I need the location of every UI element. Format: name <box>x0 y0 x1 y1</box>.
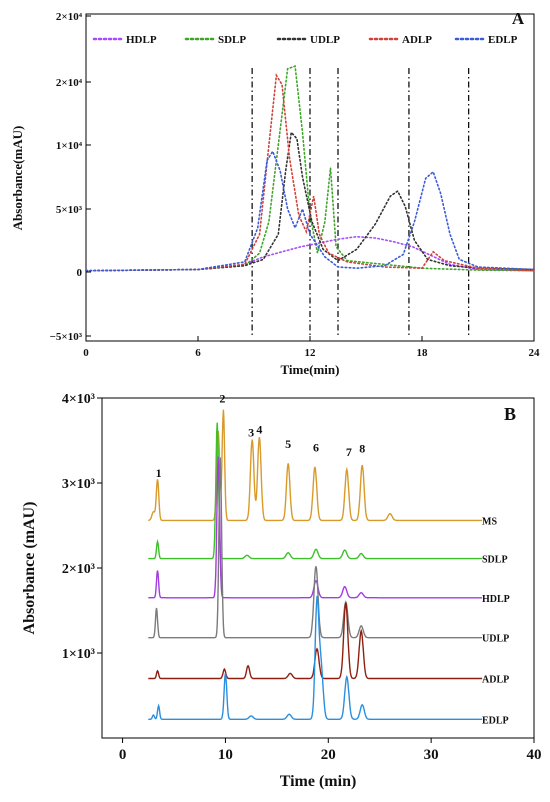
y-tick-label-a: 1×10⁴ <box>56 140 83 152</box>
y-tick-label-b: 2×10³ <box>62 562 95 577</box>
peak-label: 5 <box>285 437 291 451</box>
peak-label: 7 <box>346 445 352 459</box>
y-tick-label-a: 2×10⁴ <box>56 11 83 23</box>
series-label-edlp: EDLP <box>482 715 509 726</box>
series-line-b-sdlp <box>148 422 483 560</box>
x-tick-label-b: 40 <box>527 747 542 763</box>
series-group-a <box>85 65 535 272</box>
peak-label: 3 <box>248 425 254 439</box>
legend-label-sdlp: SDLP <box>218 34 246 46</box>
x-tick-label-a: 6 <box>195 347 201 359</box>
y-tick-label-b: 4×10³ <box>62 392 95 407</box>
panel-label-b: B <box>504 404 516 424</box>
divider-lines-a <box>251 68 470 336</box>
y-ticks-a: −5×10³ 0 5×10³ 1×10⁴ 2×10⁴ 2×10⁴ <box>50 11 91 343</box>
x-tick-label-b: 20 <box>321 747 336 763</box>
y-tick-label-a: 0 <box>77 267 83 279</box>
y-axis-label-b: Absorbance (mAU) <box>21 502 38 635</box>
series-line-a-edlp <box>85 149 535 272</box>
x-tick-label-b: 30 <box>424 747 439 763</box>
x-tick-label-a: 24 <box>529 347 541 359</box>
series-line-b-ms <box>148 409 483 522</box>
legend-label-hdlp: HDLP <box>126 34 157 46</box>
peak-label: 6 <box>313 441 319 455</box>
series-line-a-sdlp <box>85 65 535 272</box>
x-ticks-a: 0 6 12 18 24 <box>83 336 540 359</box>
legend-label-adlp: ADLP <box>402 34 432 46</box>
series-line-b-udlp <box>148 457 483 639</box>
peak-label: 1 <box>156 466 162 480</box>
chart-panel-a: HDLP SDLP UDLP ADLP EDLP 0 6 12 18 24 −5×10³05×1… <box>10 9 540 377</box>
series-label-hdlp: HDLP <box>482 594 510 605</box>
y-tick-label-a: 5×10³ <box>56 204 83 216</box>
series-labels-b: MS SDLP HDLP UDLP ADLP EDLP <box>482 516 510 726</box>
legend-a: HDLP SDLP UDLP ADLP EDLP <box>92 34 518 46</box>
series-line-a-hdlp <box>85 235 535 272</box>
peak-label: 2 <box>219 391 225 405</box>
x-ticks-b: 0 10 20 30 40 <box>119 738 542 763</box>
y-tick-label-a: 2×10⁴ <box>56 77 83 89</box>
series-line-b-edlp <box>148 595 483 721</box>
y-ticks-b: 1×10³ 2×10³ 3×10³ 4×10³ <box>62 392 102 662</box>
x-tick-label-a: 12 <box>305 347 317 359</box>
x-tick-label-b: 0 <box>119 747 127 763</box>
y-axis-label-a: Absorbance(mAU) <box>10 126 25 231</box>
series-label-adlp: ADLP <box>482 675 509 686</box>
y-tick-label-b: 1×10³ <box>62 647 95 662</box>
x-axis-label-a: Time(min) <box>281 362 340 377</box>
series-group-b <box>148 409 483 721</box>
x-axis-label-b: Time (min) <box>280 773 357 790</box>
series-label-sdlp: SDLP <box>482 555 508 566</box>
y-tick-label-a: −5×10³ <box>50 331 83 343</box>
series-line-a-adlp <box>85 72 535 272</box>
panel-label-a: A <box>512 9 525 28</box>
series-line-a-udlp <box>85 130 535 272</box>
legend-label-edlp: EDLP <box>488 34 518 46</box>
legend-label-udlp: UDLP <box>310 34 340 46</box>
peak-label: 8 <box>359 441 365 455</box>
series-label-ms: MS <box>482 516 497 527</box>
series-label-udlp: UDLP <box>482 634 509 645</box>
x-tick-label-a: 0 <box>83 347 89 359</box>
x-tick-label-a: 18 <box>417 347 429 359</box>
peak-label: 4 <box>256 423 262 437</box>
y-tick-label-b: 3×10³ <box>62 477 95 492</box>
peak-labels-b: 123 45 6 7 8 <box>156 391 366 480</box>
x-tick-label-b: 10 <box>218 747 233 763</box>
